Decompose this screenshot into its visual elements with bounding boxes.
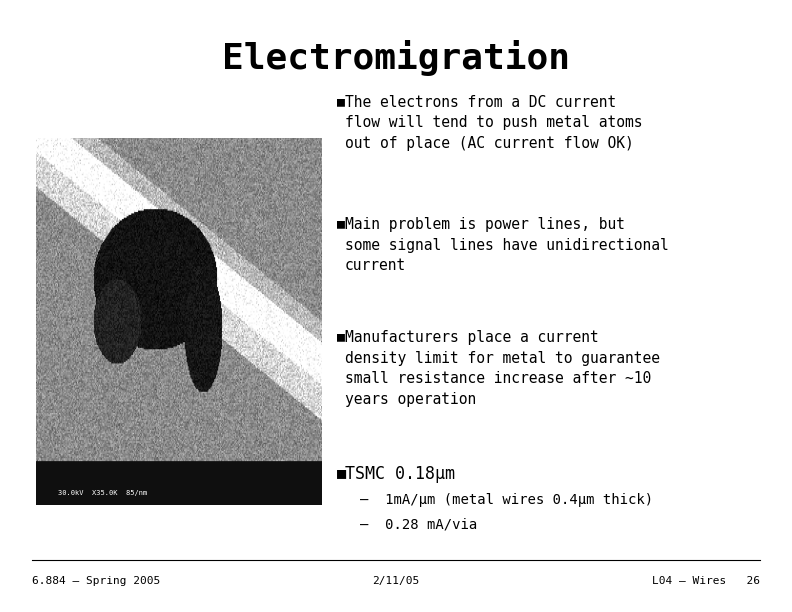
Text: L04 – Wires   26: L04 – Wires 26: [653, 577, 760, 586]
Text: ■: ■: [337, 465, 346, 480]
Text: The electrons from a DC current
flow will tend to push metal atoms
out of place : The electrons from a DC current flow wil…: [345, 95, 642, 151]
Text: TSMC 0.18μm: TSMC 0.18μm: [345, 465, 455, 483]
Text: –  0.28 mA/via: – 0.28 mA/via: [360, 517, 478, 531]
Text: –  1mA/μm (metal wires 0.4μm thick): – 1mA/μm (metal wires 0.4μm thick): [360, 493, 653, 507]
Text: ■: ■: [337, 95, 345, 108]
Text: Manufacturers place a current
density limit for metal to guarantee
small resista: Manufacturers place a current density li…: [345, 330, 660, 407]
Text: Main problem is power lines, but
some signal lines have unidirectional
current: Main problem is power lines, but some si…: [345, 217, 668, 273]
Text: ■: ■: [337, 330, 345, 343]
Text: 30.0kV  X35.0K  85/nm: 30.0kV X35.0K 85/nm: [59, 490, 147, 496]
Text: Electromigration: Electromigration: [222, 40, 570, 76]
Text: 6.884 – Spring 2005: 6.884 – Spring 2005: [32, 577, 160, 586]
Text: 2/11/05: 2/11/05: [372, 577, 420, 586]
Text: ■: ■: [337, 217, 345, 230]
